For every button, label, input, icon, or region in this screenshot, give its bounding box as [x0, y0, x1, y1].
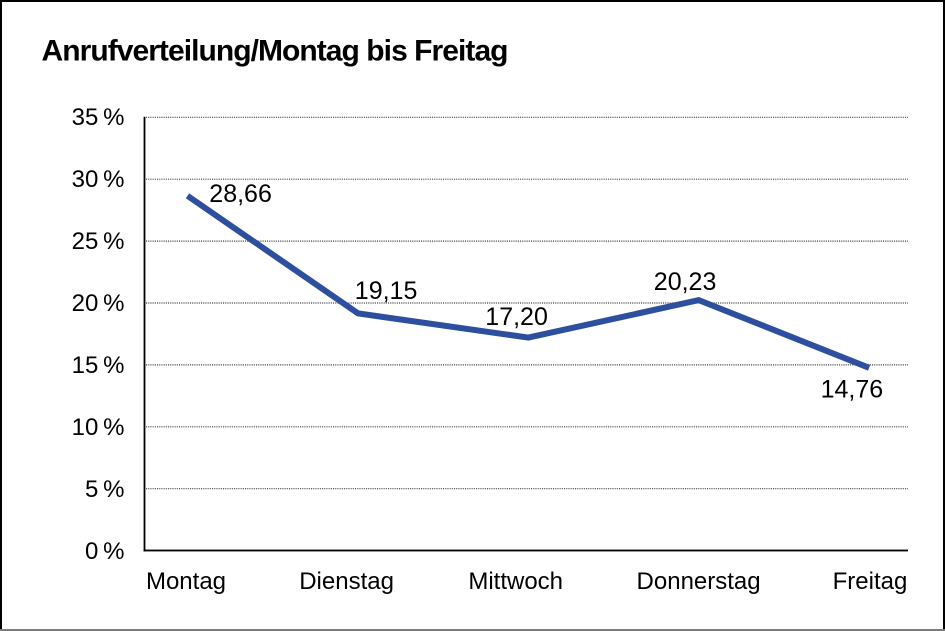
- svg-text:20,23: 20,23: [654, 268, 717, 296]
- svg-text:20 %: 20 %: [72, 290, 125, 317]
- svg-text:30 %: 30 %: [72, 166, 125, 193]
- svg-text:17,20: 17,20: [485, 303, 548, 331]
- svg-text:19,15: 19,15: [355, 277, 418, 305]
- svg-text:28,66: 28,66: [209, 180, 272, 208]
- svg-text:15 %: 15 %: [72, 352, 125, 379]
- svg-text:0 %: 0 %: [85, 538, 125, 565]
- svg-text:Anrufverteilung/Montag bis Fre: Anrufverteilung/Montag bis Freitag: [42, 35, 508, 68]
- svg-text:25 %: 25 %: [72, 228, 125, 255]
- svg-text:14,76: 14,76: [821, 376, 884, 404]
- svg-text:35 %: 35 %: [72, 104, 125, 131]
- svg-text:Dienstag: Dienstag: [299, 568, 394, 595]
- svg-text:Donnerstag: Donnerstag: [637, 568, 761, 595]
- svg-text:10 %: 10 %: [72, 414, 125, 441]
- svg-text:Mittwoch: Mittwoch: [468, 568, 563, 595]
- svg-text:5 %: 5 %: [85, 476, 125, 503]
- svg-text:Freitag: Freitag: [833, 568, 908, 595]
- svg-text:Montag: Montag: [146, 568, 226, 595]
